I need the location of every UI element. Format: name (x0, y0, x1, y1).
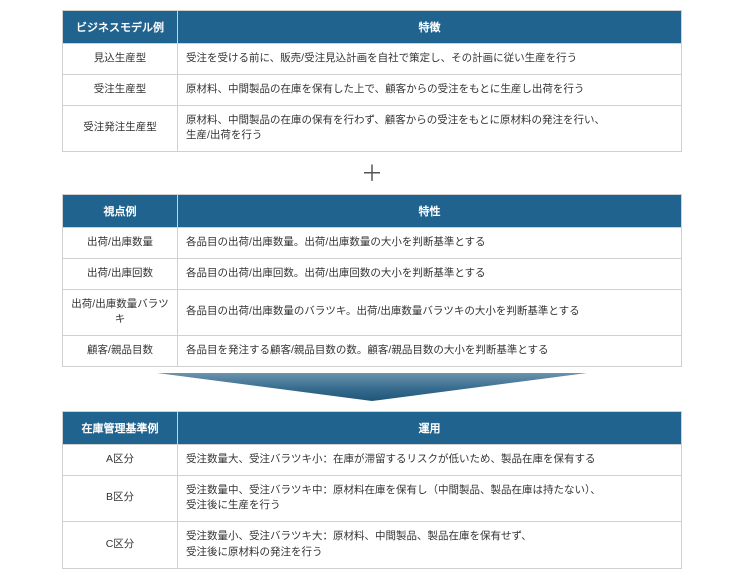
row-desc: 受注を受ける前に、販売/受注見込計画を自社で策定し、その計画に従い生産を行う (178, 44, 682, 75)
row-desc: 受注数量大、受注バラツキ小：在庫が滞留するリスクが低いため、製品在庫を保有する (178, 444, 682, 475)
row-desc: 各品目の出荷/出庫数量。出荷/出庫数量の大小を判断基準とする (178, 228, 682, 259)
row-desc: 受注数量中、受注バラツキ中：原材料在庫を保有し（中間製品、製品在庫は持たない）、… (178, 475, 682, 522)
row-label: 見込生産型 (63, 44, 178, 75)
down-arrow-icon (62, 373, 682, 401)
table-row: 出荷/出庫回数 各品目の出荷/出庫回数。出荷/出庫回数の大小を判断基準とする (63, 258, 682, 289)
table-row: 出荷/出庫数量バラツキ 各品目の出荷/出庫数量のバラツキ。出荷/出庫数量バラツキ… (63, 289, 682, 336)
row-desc: 各品目を発注する顧客/親品目数の数。顧客/親品目数の大小を判断基準とする (178, 336, 682, 367)
row-label: A区分 (63, 444, 178, 475)
inventory-criteria-table: 在庫管理基準例 運用 A区分 受注数量大、受注バラツキ小：在庫が滞留するリスクが… (62, 411, 682, 569)
row-desc: 各品目の出荷/出庫数量のバラツキ。出荷/出庫数量バラツキの大小を判断基準とする (178, 289, 682, 336)
col-header: 運用 (178, 411, 682, 444)
col-header: 特性 (178, 195, 682, 228)
row-label: 出荷/出庫数量 (63, 228, 178, 259)
col-header: 在庫管理基準例 (63, 411, 178, 444)
table-row: 出荷/出庫数量 各品目の出荷/出庫数量。出荷/出庫数量の大小を判断基準とする (63, 228, 682, 259)
plus-icon: ＋ (20, 156, 724, 188)
col-header: 特徴 (178, 11, 682, 44)
row-label: 受注生産型 (63, 74, 178, 105)
row-label: 出荷/出庫回数 (63, 258, 178, 289)
table-row: 顧客/親品目数 各品目を発注する顧客/親品目数の数。顧客/親品目数の大小を判断基… (63, 336, 682, 367)
row-label: 出荷/出庫数量バラツキ (63, 289, 178, 336)
table-row: B区分 受注数量中、受注バラツキ中：原材料在庫を保有し（中間製品、製品在庫は持た… (63, 475, 682, 522)
row-desc: 各品目の出荷/出庫回数。出荷/出庫回数の大小を判断基準とする (178, 258, 682, 289)
row-label: 顧客/親品目数 (63, 336, 178, 367)
row-label: C区分 (63, 522, 178, 569)
table-row: 見込生産型 受注を受ける前に、販売/受注見込計画を自社で策定し、その計画に従い生… (63, 44, 682, 75)
col-header: 視点例 (63, 195, 178, 228)
row-label: B区分 (63, 475, 178, 522)
col-header: ビジネスモデル例 (63, 11, 178, 44)
table-row: 受注発注生産型 原材料、中間製品の在庫の保有を行わず、顧客からの受注をもとに原材… (63, 105, 682, 152)
row-desc: 原材料、中間製品の在庫を保有した上で、顧客からの受注をもとに生産し出荷を行う (178, 74, 682, 105)
row-label: 受注発注生産型 (63, 105, 178, 152)
business-model-table: ビジネスモデル例 特徴 見込生産型 受注を受ける前に、販売/受注見込計画を自社で… (62, 10, 682, 152)
table-row: 受注生産型 原材料、中間製品の在庫を保有した上で、顧客からの受注をもとに生産し出… (63, 74, 682, 105)
viewpoint-table: 視点例 特性 出荷/出庫数量 各品目の出荷/出庫数量。出荷/出庫数量の大小を判断… (62, 194, 682, 367)
row-desc: 原材料、中間製品の在庫の保有を行わず、顧客からの受注をもとに原材料の発注を行い、… (178, 105, 682, 152)
row-desc: 受注数量小、受注バラツキ大：原材料、中間製品、製品在庫を保有せず、受注後に原材料… (178, 522, 682, 569)
table-row: A区分 受注数量大、受注バラツキ小：在庫が滞留するリスクが低いため、製品在庫を保… (63, 444, 682, 475)
table-row: C区分 受注数量小、受注バラツキ大：原材料、中間製品、製品在庫を保有せず、受注後… (63, 522, 682, 569)
